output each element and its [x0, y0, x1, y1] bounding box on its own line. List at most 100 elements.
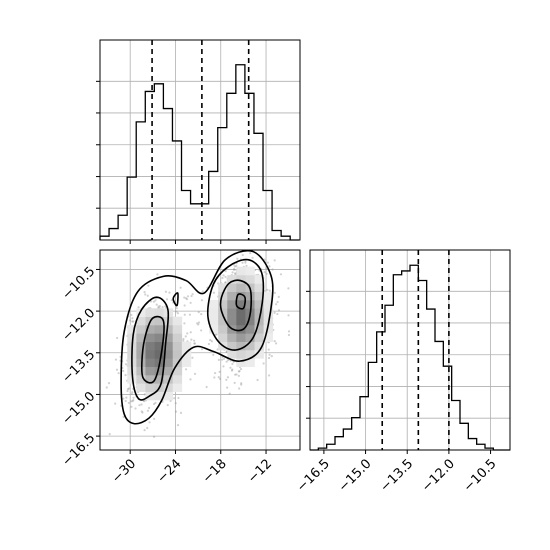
scatter-point	[193, 342, 196, 345]
density-cell	[236, 291, 246, 301]
scatter-point	[245, 264, 248, 267]
scatter-point	[262, 362, 265, 365]
scatter-point	[268, 265, 271, 268]
scatter-point	[152, 435, 156, 438]
scatter-point	[287, 314, 290, 317]
scatter-point	[124, 373, 127, 377]
density-cell	[254, 308, 264, 317]
density-cell	[236, 350, 246, 359]
scatter-point	[189, 331, 192, 334]
density-cell	[263, 333, 274, 342]
density-cell	[245, 341, 255, 351]
scatter-point	[131, 391, 134, 394]
scatter-point	[207, 342, 211, 346]
density-cell	[145, 375, 155, 384]
density-cell	[163, 341, 174, 351]
density-cell	[136, 358, 146, 367]
scatter-point	[168, 291, 171, 294]
density-cell	[254, 341, 264, 351]
scatter-point	[231, 362, 234, 366]
scatter-point	[152, 402, 156, 406]
scatter-point	[125, 396, 128, 399]
density-cell	[236, 275, 246, 284]
scatter-point	[143, 429, 146, 432]
x-tick-label: −16.5	[294, 456, 333, 495]
density-cell	[163, 366, 174, 376]
scatter-point	[174, 402, 177, 405]
scatter-point	[241, 253, 244, 257]
scatter-point	[268, 353, 271, 356]
histogram-steps	[310, 264, 510, 451]
scatter-point	[225, 360, 228, 363]
scatter-point	[146, 294, 149, 297]
scatter-point	[143, 393, 146, 396]
contour-inner	[140, 315, 165, 384]
scatter-point	[188, 313, 192, 316]
scatter-point	[225, 378, 228, 381]
scatter-point	[117, 372, 120, 375]
scatter-point	[217, 375, 220, 379]
scatter-point	[144, 293, 147, 296]
scatter-point	[152, 300, 155, 303]
density-cell	[209, 300, 219, 309]
scatter-point	[127, 401, 130, 405]
scatter-point	[158, 305, 161, 308]
density-cell	[218, 325, 228, 334]
density-cell	[154, 325, 164, 334]
scatter-point	[132, 320, 135, 323]
scatter-point	[232, 268, 236, 271]
density-cell	[136, 350, 146, 359]
scatter-point	[122, 415, 125, 418]
scatter-point	[134, 407, 137, 410]
scatter-point	[237, 370, 240, 373]
scatter-point	[273, 340, 276, 343]
scatter-point	[146, 426, 149, 430]
density-cell	[181, 341, 192, 351]
histogram-y-panel: −16.5 −15.0 −13.5 −12.0 −10.5	[294, 249, 511, 495]
y-tick-label: −12.0	[60, 306, 99, 345]
scatter-point	[176, 424, 180, 427]
density-cell	[236, 308, 246, 317]
scatter-point	[140, 410, 143, 413]
scatter-point	[287, 330, 291, 333]
axes-frame	[99, 249, 301, 451]
density-cell	[154, 316, 164, 326]
x-tick-label: −10.5	[461, 456, 500, 495]
density-cell	[154, 391, 164, 401]
density-cell	[172, 316, 183, 326]
density-cell	[227, 341, 237, 351]
scatter-point	[213, 376, 216, 379]
density-cell	[136, 375, 146, 384]
scatter-point	[197, 323, 200, 326]
scatter-point	[266, 261, 270, 264]
density-cell	[181, 358, 192, 367]
scatter-point	[105, 386, 108, 389]
scatter-point	[222, 365, 225, 368]
scatter-point	[237, 374, 240, 377]
density-cell	[163, 375, 174, 384]
density-cell	[172, 350, 183, 359]
scatter-point	[190, 294, 193, 298]
x-tick-label: −12.0	[419, 456, 458, 495]
scatter-point	[241, 261, 244, 264]
scatter-point	[193, 339, 196, 342]
density-cell	[245, 316, 255, 326]
density-cell	[127, 333, 137, 342]
scatter-point	[107, 382, 111, 385]
scatter-point	[175, 307, 178, 310]
histogram-steps	[99, 64, 300, 241]
scatter-point	[287, 287, 290, 290]
density-cell	[263, 325, 274, 334]
scatter-point	[183, 313, 186, 316]
density-cell	[163, 325, 174, 334]
scatter-point	[173, 397, 176, 400]
scatter-point	[122, 397, 125, 400]
scatter-point	[233, 265, 236, 268]
density-cell	[145, 325, 155, 334]
scatter-point	[130, 392, 133, 396]
scatter-point	[182, 337, 185, 341]
density-cell	[227, 308, 237, 317]
scatter-point	[234, 373, 237, 376]
scatter-point	[128, 319, 132, 322]
